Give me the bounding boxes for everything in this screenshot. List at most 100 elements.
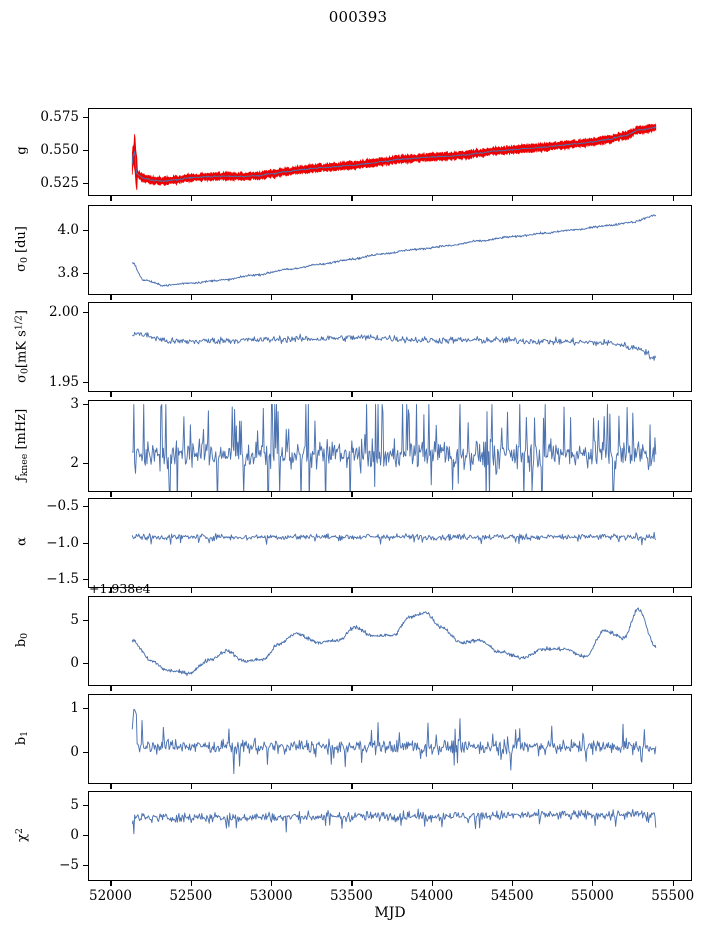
plot-panel-g [88,108,692,196]
x-tick-mark-alpha-3 [351,588,353,593]
x-tick-mark-f-knee-6 [592,492,594,497]
plot-panel-f-knee [88,400,692,492]
x-tick-mark-sigma0-mKs-0 [110,392,112,397]
y-axis-label-b1: b1 [13,730,31,746]
x-tick-mark-alpha-1 [190,588,192,593]
series-sigma0-mKs [132,331,657,361]
x-tick-mark-b0-6 [592,686,594,691]
x-tick-mark-sigma0-mKs-1 [190,392,192,397]
y-tick-mark-sigma0-mKs-1 [83,312,88,314]
x-tick-mark-sigma0-du-0 [110,295,112,300]
x-tick-mark-f-knee-4 [431,492,433,497]
x-tick-mark-chi2-2 [271,881,273,886]
x-tick-mark-sigma0-du-6 [592,295,594,300]
x-tick-mark-sigma0-mKs-2 [271,392,273,397]
x-tick-mark-chi2-7 [672,881,674,886]
series-alpha [131,531,657,546]
plot-panel-alpha [88,498,692,588]
x-tick-mark-alpha-2 [271,588,273,593]
y-axis-label-sigma0-du: σ0 [du] [13,226,31,272]
x-tick-mark-b1-6 [592,784,594,789]
x-tick-mark-b1-4 [431,784,433,789]
plot-panel-chi2 [88,791,692,881]
y-tick-mark-b1-0 [83,752,88,754]
x-tick-mark-b1-7 [672,784,674,789]
x-tick-mark-b0-1 [190,686,192,691]
y-tick-mark-sigma0-du-0 [83,272,88,274]
x-tick-mark-b0-0 [110,686,112,691]
x-tick-mark-f-knee-3 [351,492,353,497]
series-g [131,123,657,191]
x-tick-mark-b0-3 [351,686,353,691]
series-sigma0-du [131,214,657,287]
x-tick-mark-chi2-3 [351,881,353,886]
x-tick-mark-sigma0-du-4 [431,295,433,300]
y-tick-mark-chi2-1 [83,835,88,837]
x-tick-mark-f-knee-7 [672,492,674,497]
y-tick-label-g-0: 0.525 [40,175,79,192]
y-tick-mark-chi2-2 [83,805,88,807]
y-tick-label-sigma0-mKs-0: 1.95 [48,373,79,390]
y-tick-mark-alpha-1 [83,542,88,544]
x-tick-mark-b0-2 [271,686,273,691]
y-tick-label-alpha-1: −1.0 [46,534,79,551]
x-tick-label-2: 53000 [249,888,293,904]
y-tick-mark-sigma0-du-1 [83,229,88,231]
x-tick-mark-alpha-4 [431,588,433,593]
x-tick-mark-sigma0-mKs-6 [592,392,594,397]
x-axis-label: MJD [374,905,406,921]
x-tick-mark-b1-2 [271,784,273,789]
series-f-knee [131,404,657,491]
x-tick-mark-chi2-4 [431,881,433,886]
x-tick-mark-alpha-0 [110,588,112,593]
x-tick-label-4: 54000 [410,888,454,904]
x-tick-mark-g-0 [110,196,112,201]
x-tick-mark-b0-5 [512,686,514,691]
y-tick-mark-g-1 [83,150,88,152]
x-tick-mark-sigma0-du-7 [672,295,674,300]
x-tick-mark-g-7 [672,196,674,201]
y-tick-label-chi2-1: 0 [70,827,79,844]
x-tick-label-3: 53500 [329,888,373,904]
x-tick-label-5: 54500 [490,888,534,904]
x-tick-mark-chi2-0 [110,881,112,886]
plot-panel-b1 [88,694,692,784]
x-tick-mark-chi2-6 [592,881,594,886]
x-tick-mark-alpha-7 [672,588,674,593]
x-tick-label-0: 52000 [89,888,132,904]
y-tick-label-sigma0-du-1: 4.0 [57,221,79,238]
x-tick-mark-f-knee-5 [512,492,514,497]
y-tick-label-b1-0: 0 [70,744,79,761]
y-tick-label-sigma0-mKs-1: 2.00 [48,304,79,321]
y-tick-label-alpha-0: −1.5 [46,571,79,588]
x-tick-mark-g-1 [190,196,192,201]
x-tick-mark-sigma0-du-3 [351,295,353,300]
x-tick-mark-b0-7 [672,686,674,691]
y-tick-mark-g-2 [83,116,88,118]
y-tick-label-g-1: 0.550 [40,142,79,158]
x-tick-mark-sigma0-mKs-5 [512,392,514,397]
series-b1 [131,708,657,775]
y-tick-label-alpha-2: −0.5 [46,498,79,515]
x-tick-mark-sigma0-mKs-3 [351,392,353,397]
x-tick-label-1: 52500 [169,888,213,904]
y-tick-mark-alpha-0 [83,579,88,581]
y-tick-mark-b0-0 [83,663,88,665]
x-tick-mark-g-3 [351,196,353,201]
plot-panel-sigma0-mKs [88,302,692,392]
figure-title: 000393 [328,8,388,26]
y-tick-mark-f-knee-0 [83,463,88,465]
x-tick-mark-sigma0-du-1 [190,295,192,300]
x-tick-mark-alpha-5 [512,588,514,593]
x-tick-mark-chi2-5 [512,881,514,886]
y-tick-label-f-knee-0: 2 [70,455,79,472]
y-axis-offset-text-b0: +1.938e4 [89,581,151,596]
series-b0 [131,607,657,677]
y-tick-label-b0-0: 0 [70,655,79,672]
x-tick-mark-b1-3 [351,784,353,789]
x-tick-mark-sigma0-mKs-7 [672,392,674,397]
y-tick-mark-g-0 [83,183,88,185]
x-tick-mark-b0-4 [431,686,433,691]
x-tick-mark-f-knee-1 [190,492,192,497]
